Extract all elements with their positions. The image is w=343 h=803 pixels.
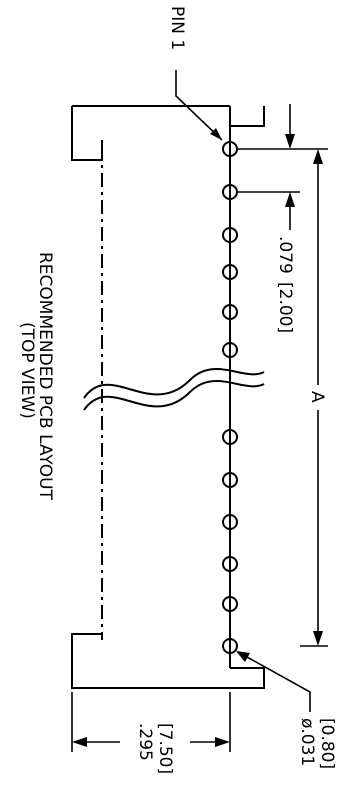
pin-hole — [222, 429, 238, 445]
pin1-callout: PIN 1 — [167, 6, 223, 141]
length-a-label: A — [307, 391, 327, 403]
width-dimension: .295 [7.50] — [71, 692, 231, 774]
pin-holes — [222, 141, 238, 654]
pin-hole — [222, 638, 238, 654]
pin-hole — [222, 556, 238, 572]
pin-hole — [222, 141, 238, 157]
title-line-2: (TOP VIEW) — [17, 322, 37, 419]
length-a-dimension: A — [300, 148, 328, 647]
pin-hole — [222, 472, 238, 488]
hole-diameter-callout: ø.031 [0.80] — [236, 651, 337, 769]
pin-hole — [222, 596, 238, 612]
width-in-label: .295 — [135, 723, 155, 761]
width-mm-label: [7.50] — [155, 723, 175, 774]
pitch-in-label: .079 — [275, 236, 295, 274]
pin-hole — [222, 184, 238, 200]
title-line-1: RECOMMENDED PCB LAYOUT — [35, 252, 55, 501]
hole-dia-in-label: ø.031 — [297, 718, 317, 766]
pin-hole — [222, 342, 238, 358]
pitch-dimension: .079 [2.00] — [238, 104, 300, 333]
pitch-mm-label: [2.00] — [275, 282, 295, 333]
break-symbol — [83, 368, 265, 411]
pin-hole — [222, 514, 238, 530]
hole-dia-mm-label: [0.80] — [317, 718, 337, 769]
pin-hole — [222, 264, 238, 280]
pin-hole — [222, 304, 238, 320]
drawing-title: RECOMMENDED PCB LAYOUT (TOP VIEW) — [17, 252, 55, 501]
pin-hole — [222, 227, 238, 243]
connector-outline — [71, 105, 265, 689]
pin1-label: PIN 1 — [167, 6, 187, 50]
